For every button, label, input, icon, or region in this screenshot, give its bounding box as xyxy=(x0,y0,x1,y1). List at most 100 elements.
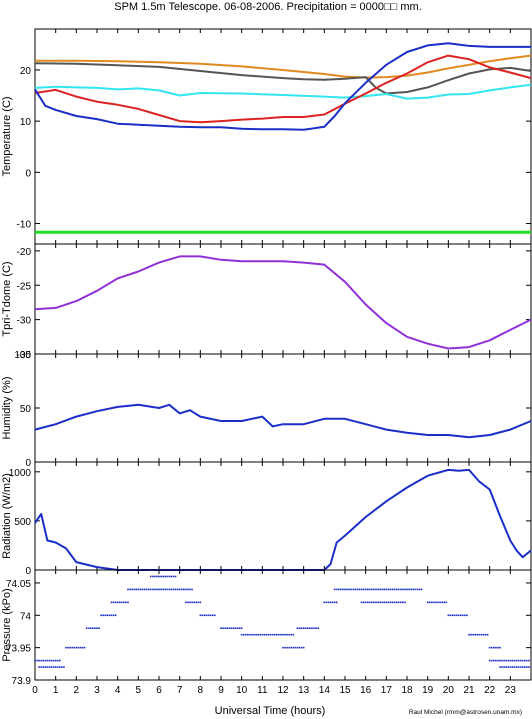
pressure-point xyxy=(185,601,187,604)
y-tick-label: 73.9 xyxy=(12,676,32,687)
pressure-point xyxy=(193,601,195,604)
pressure-point xyxy=(344,588,346,591)
pressure-point xyxy=(110,601,113,604)
pressure-point xyxy=(362,588,365,591)
pressure-point xyxy=(354,588,357,591)
pressure-point xyxy=(40,666,42,668)
pressure-point xyxy=(34,659,36,662)
x-tick-label: 8 xyxy=(198,685,204,696)
pressure-point xyxy=(106,614,109,617)
pressure-point xyxy=(174,588,177,591)
pressure-point xyxy=(488,646,491,649)
pressure-point xyxy=(375,601,377,604)
x-tick-label: 20 xyxy=(443,685,455,696)
pressure-point xyxy=(50,659,53,662)
pressure-point xyxy=(455,614,458,617)
pressure-point xyxy=(129,588,131,591)
pressure-point xyxy=(284,633,286,636)
y-tick-label: 50 xyxy=(20,404,32,415)
pressure-point xyxy=(381,588,383,591)
pressure-point xyxy=(52,666,55,668)
pressure-point xyxy=(191,601,193,604)
pressure-point xyxy=(389,601,392,604)
pressure-point xyxy=(162,575,164,578)
pressure-point xyxy=(501,666,503,668)
pressure-point xyxy=(453,614,456,617)
pressure-point xyxy=(42,666,45,668)
pressure-point xyxy=(98,627,100,630)
pressure-point xyxy=(346,588,348,591)
series-line-3 xyxy=(34,54,532,124)
x-tick-label: 6 xyxy=(156,685,162,696)
pressure-point xyxy=(488,659,491,662)
pressure-point xyxy=(46,659,49,662)
x-tick-label: 13 xyxy=(298,685,310,696)
pressure-point xyxy=(375,588,377,591)
pressure-point xyxy=(280,633,282,636)
series-line-2 xyxy=(34,83,532,100)
y-tick-label: 73.95 xyxy=(6,644,31,655)
panel-0: -10 0 10 20 Temperature (C) xyxy=(1,28,532,245)
pressure-point xyxy=(75,646,78,649)
pressure-point xyxy=(234,627,237,630)
x-tick-label: 1 xyxy=(53,685,59,696)
pressure-point xyxy=(311,627,313,630)
pressure-point xyxy=(102,614,104,617)
pressure-point xyxy=(240,633,243,636)
pressure-point xyxy=(112,614,115,617)
pressure-point xyxy=(327,601,330,604)
pressure-point xyxy=(521,659,524,662)
pressure-point xyxy=(189,588,191,591)
pressure-point xyxy=(439,601,441,604)
pressure-point xyxy=(300,627,303,630)
pressure-point xyxy=(391,588,394,591)
x-tick-label: 19 xyxy=(422,685,434,696)
pressure-point xyxy=(245,633,247,636)
x-tick-label: 0 xyxy=(32,685,38,696)
pressure-point xyxy=(253,633,255,636)
pressure-point xyxy=(402,601,404,604)
pressure-point xyxy=(94,627,96,630)
pressure-point xyxy=(141,588,144,591)
pressure-point xyxy=(362,601,365,604)
pressure-point xyxy=(457,614,460,617)
pressure-point xyxy=(44,666,47,668)
pressure-point xyxy=(476,633,479,636)
pressure-point xyxy=(156,588,158,591)
pressure-point xyxy=(290,633,293,636)
pressure-point xyxy=(114,601,117,604)
pressure-point xyxy=(154,575,156,578)
pressure-point xyxy=(517,666,520,668)
pressure-point xyxy=(168,575,171,578)
pressure-point xyxy=(79,646,82,649)
pressure-point xyxy=(490,646,493,649)
pressure-point xyxy=(304,627,307,630)
pressure-point xyxy=(160,588,162,591)
pressure-point xyxy=(495,646,497,649)
panel-frame xyxy=(34,461,532,571)
pressure-point xyxy=(513,666,516,668)
series-line-0 xyxy=(34,468,532,571)
pressure-point xyxy=(230,627,233,630)
pressure-point xyxy=(209,614,212,617)
pressure-point xyxy=(364,601,367,604)
pressure-point xyxy=(397,588,400,591)
x-tick-label: 4 xyxy=(115,685,121,696)
x-tick-label: 3 xyxy=(94,685,100,696)
pressure-point xyxy=(207,614,210,617)
pressure-point xyxy=(226,627,228,630)
pressure-point xyxy=(92,627,94,630)
y-tick-label: 0 xyxy=(25,566,31,577)
pressure-point xyxy=(104,614,107,617)
panel-2: 0 50 100 Humidity (%) xyxy=(1,350,532,469)
pressure-point xyxy=(278,633,280,636)
pressure-point xyxy=(302,646,305,649)
pressure-point xyxy=(149,588,152,591)
y-tick-label: -25 xyxy=(17,281,32,292)
pressure-point xyxy=(63,666,65,668)
pressure-point xyxy=(466,614,468,617)
y-tick-label: 500 xyxy=(14,517,31,528)
pressure-point xyxy=(360,601,363,604)
